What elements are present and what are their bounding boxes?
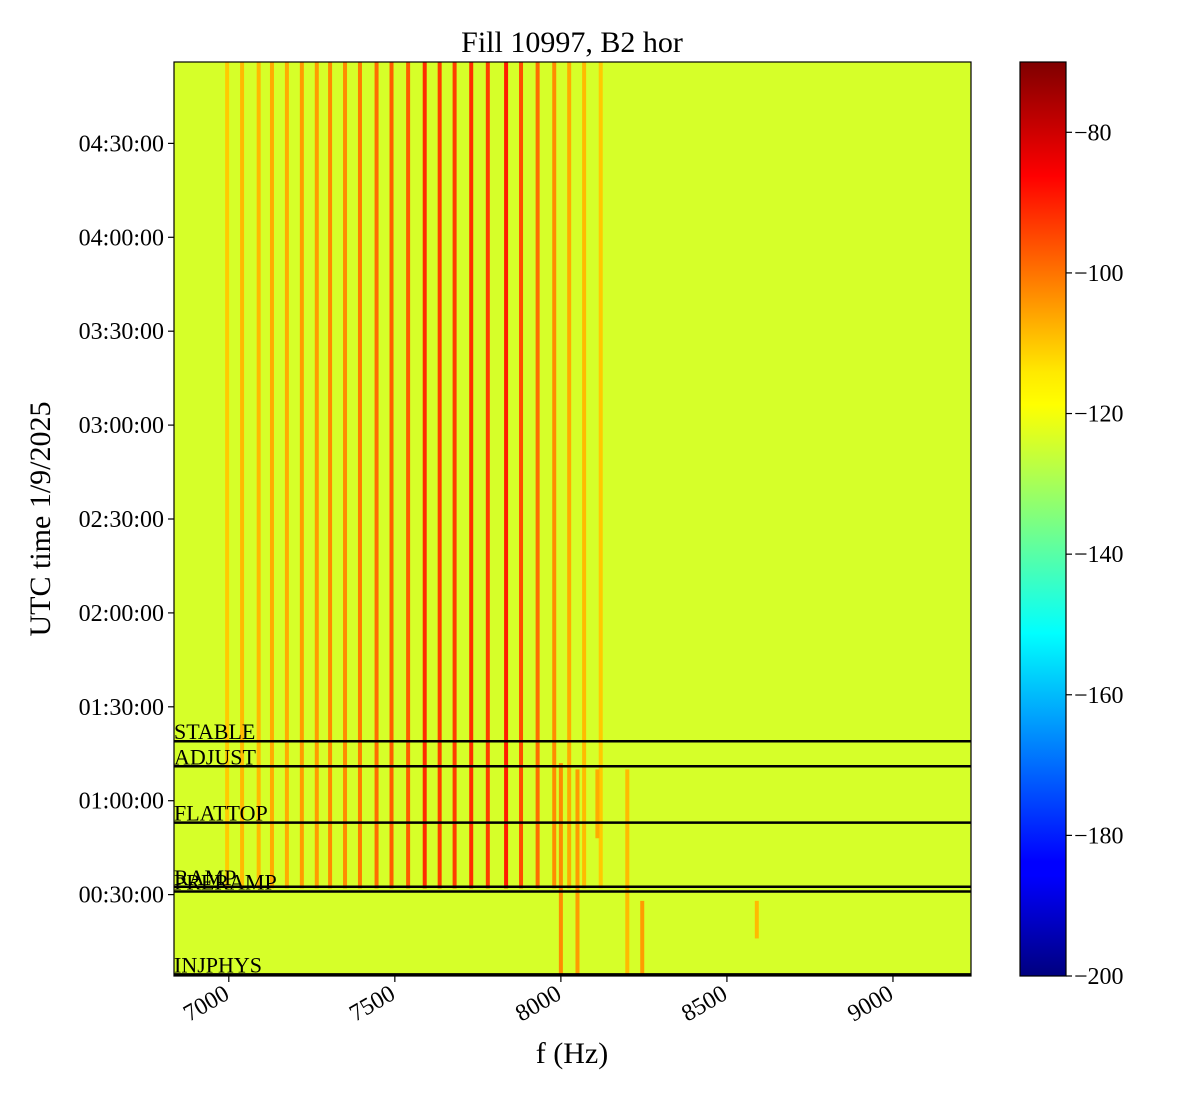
spectrogram-background — [174, 62, 971, 976]
colorbar-tick-label: −140 — [1074, 542, 1124, 568]
phase-label: INJPHYS — [174, 952, 262, 977]
x-axis-label: f (Hz) — [536, 1037, 608, 1070]
y-tick-label: 02:00:00 — [79, 601, 164, 627]
y-axis: 00:30:00 01:00:00 01:30:00 02:00:00 02:30:00… — [79, 131, 174, 909]
colorbar-tick-label: −120 — [1074, 402, 1124, 428]
y-tick-label: 04:30:00 — [79, 131, 164, 157]
x-tick-label: 8000 — [511, 981, 566, 1028]
colorbar — [1019, 61, 1067, 977]
phase-label: RAMP — [174, 865, 236, 890]
colorbar-tick-label: −180 — [1074, 823, 1124, 849]
y-tick-label: 00:30:00 — [79, 883, 164, 909]
chart-title: Fill 10997, B2 hor — [461, 26, 683, 59]
colorbar-tick-label: −200 — [1074, 964, 1124, 990]
y-tick-label: 01:30:00 — [79, 695, 164, 721]
x-tick-label: 8500 — [677, 981, 732, 1028]
colorbar-ticks: −80 −100 −120 −140 −160 −180 −200 — [1066, 120, 1124, 990]
x-tick-label: 9000 — [843, 981, 898, 1028]
phase-label: PRERAMP — [174, 869, 277, 894]
y-tick-label: 03:30:00 — [79, 319, 164, 345]
colorbar-tick-label: −160 — [1074, 683, 1124, 709]
y-axis-label: UTC time 1/9/2025 — [24, 402, 57, 637]
colorbar-tick-label: −80 — [1074, 120, 1112, 146]
y-tick-label: 03:00:00 — [79, 413, 164, 439]
y-tick-label: 01:00:00 — [79, 789, 164, 815]
phase-label: ADJUST — [174, 744, 256, 769]
y-tick-label: 04:00:00 — [79, 225, 164, 251]
y-tick-label: 02:30:00 — [79, 507, 164, 533]
x-tick-label: 7500 — [345, 981, 400, 1028]
x-tick-label: 7000 — [179, 981, 234, 1028]
colorbar-tick-label: −100 — [1074, 261, 1124, 287]
phase-label: FLATTOP — [174, 801, 268, 826]
spectral-lines — [225, 62, 759, 976]
phase-label: STABLE — [174, 719, 255, 744]
x-axis: 7000 7500 8000 8500 9000 — [179, 976, 898, 1027]
